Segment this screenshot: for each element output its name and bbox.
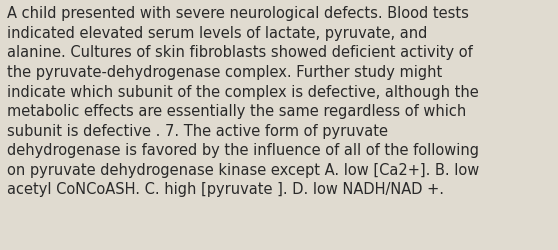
Text: A child presented with severe neurological defects. Blood tests
indicated elevat: A child presented with severe neurologic…	[7, 6, 479, 196]
